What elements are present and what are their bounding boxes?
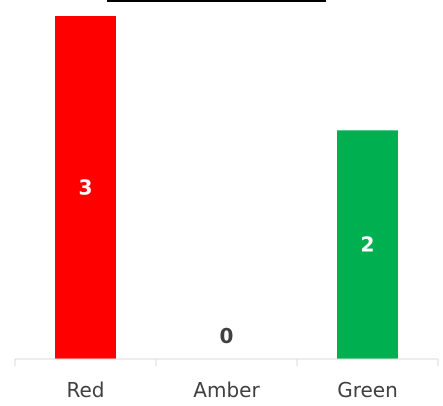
- x-axis: [14, 358, 439, 366]
- x-tick-label-green: Green: [337, 378, 398, 402]
- bars-group: [55, 16, 398, 359]
- bar-green: [337, 130, 398, 359]
- x-tick-label-amber: Amber: [193, 378, 260, 402]
- x-tick-labels-group: Red Amber Green: [67, 378, 398, 402]
- bar-red: [55, 16, 116, 359]
- data-label-amber: 0: [220, 324, 234, 348]
- x-tick-label-red: Red: [67, 378, 105, 402]
- data-label-green: 2: [361, 233, 375, 257]
- data-labels-group: 3 0 2: [79, 176, 375, 349]
- data-label-red: 3: [79, 176, 93, 200]
